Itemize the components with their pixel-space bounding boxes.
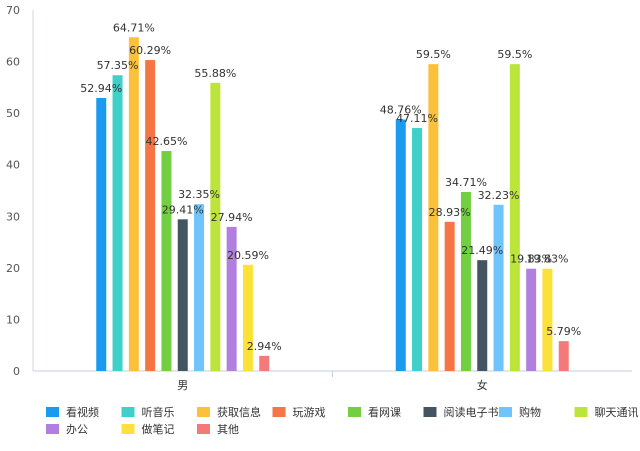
legend-item[interactable]: 其他 (197, 423, 239, 436)
data-label: 59.5% (497, 48, 532, 61)
legend-swatch (46, 407, 59, 417)
y-tick-label: 30 (6, 210, 20, 223)
legend-label: 阅读电子书 (444, 405, 499, 419)
y-tick-label: 10 (6, 313, 20, 326)
legend-item[interactable]: 获取信息 (197, 405, 261, 419)
legend-item[interactable]: 看视频 (46, 405, 99, 419)
data-label: 2.94% (247, 340, 282, 353)
data-label: 60.29% (129, 44, 171, 57)
bar[interactable] (210, 82, 221, 372)
bar[interactable] (493, 204, 504, 371)
legend-label: 玩游戏 (293, 406, 326, 419)
bar[interactable] (161, 151, 172, 371)
data-label: 20.59% (227, 249, 269, 262)
data-label: 19.83% (510, 253, 552, 266)
data-label: 47.11% (396, 112, 438, 125)
legend-swatch (197, 424, 210, 434)
data-label: 27.94% (211, 211, 253, 224)
data-label: 19.83% (526, 253, 568, 266)
bar[interactable] (509, 64, 520, 372)
bar[interactable] (145, 60, 156, 371)
legend-label: 获取信息 (217, 405, 261, 419)
bars-group (96, 37, 569, 372)
y-tick-label: 40 (6, 159, 20, 172)
bar[interactable] (128, 37, 139, 372)
legend-item[interactable]: 阅读电子书 (423, 405, 499, 419)
data-label: 21.49% (461, 244, 503, 257)
bar[interactable] (542, 268, 553, 371)
legend-item[interactable]: 听音乐 (121, 405, 175, 419)
y-tick-label: 0 (13, 365, 20, 378)
y-axis-ticks: 0 10 20 30 40 50 60 70 (6, 4, 20, 378)
legend-label: 购物 (519, 405, 541, 419)
bar[interactable] (259, 355, 270, 371)
legend-item[interactable]: 玩游戏 (272, 406, 326, 419)
y-tick-label: 60 (6, 56, 20, 69)
legend-swatch (348, 407, 361, 417)
bar[interactable] (428, 64, 439, 372)
legend-item[interactable]: 看网课 (348, 405, 401, 419)
bar[interactable] (226, 226, 237, 371)
data-label: 55.88% (194, 67, 236, 80)
data-label: 57.35% (97, 59, 139, 72)
legend-label: 看视频 (66, 405, 99, 419)
y-tick-label: 20 (6, 262, 20, 275)
bar[interactable] (242, 264, 253, 371)
legend-label: 办公 (66, 423, 88, 436)
legend-swatch (499, 407, 512, 417)
legend-swatch (197, 407, 210, 417)
y-tick-label: 70 (6, 4, 20, 17)
x-axis-ticks: 男女 (177, 371, 488, 392)
legend-item[interactable]: 办公 (46, 423, 88, 436)
data-labels-group: 52.94% 57.35% 64.71% 60.29% 42.65% 29.41% 32.3… (80, 21, 581, 353)
data-label: 52.94% (80, 82, 122, 95)
bar[interactable] (177, 219, 188, 371)
data-label: 42.65% (145, 135, 187, 148)
bar[interactable] (395, 119, 406, 371)
legend-item[interactable]: 做笔记 (121, 422, 175, 436)
legend-label: 聊天通讯 (595, 405, 639, 419)
y-tick-label: 50 (6, 107, 20, 120)
bar[interactable] (460, 191, 471, 371)
legend-swatch (121, 424, 135, 434)
data-label: 34.71% (445, 176, 487, 189)
legend-label: 做笔记 (142, 422, 175, 436)
data-label: 5.79% (546, 325, 581, 338)
bar[interactable] (96, 97, 107, 371)
legend-swatch (46, 424, 59, 434)
data-label: 48.76% (380, 104, 422, 117)
data-label: 64.71% (113, 21, 155, 34)
legend-swatch (574, 407, 588, 417)
legend-swatch (272, 407, 286, 417)
legend-label: 听音乐 (142, 405, 175, 419)
bar[interactable] (194, 204, 205, 371)
bar[interactable] (412, 128, 423, 371)
bar[interactable] (112, 75, 123, 371)
data-label: 29.41% (162, 203, 204, 216)
x-tick-label: 女 (477, 378, 488, 392)
legend-label: 看网课 (368, 405, 401, 419)
bar[interactable] (526, 268, 537, 371)
legend-label: 其他 (217, 423, 239, 436)
bar[interactable] (444, 221, 455, 371)
x-tick-label: 男 (177, 379, 188, 392)
data-label: 59.5% (416, 48, 451, 61)
legend-swatch (121, 407, 135, 417)
bar[interactable] (558, 341, 569, 371)
data-label: 28.93% (429, 206, 471, 219)
bar[interactable] (477, 260, 488, 371)
legend-item[interactable]: 购物 (499, 405, 541, 419)
data-label: 32.35% (178, 188, 220, 201)
data-label: 32.23% (478, 189, 520, 202)
legend-item[interactable]: 聊天通讯 (574, 405, 639, 419)
legend-swatch (423, 407, 437, 417)
